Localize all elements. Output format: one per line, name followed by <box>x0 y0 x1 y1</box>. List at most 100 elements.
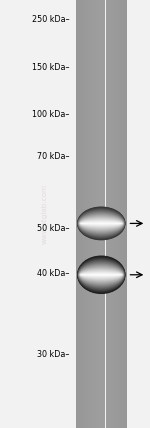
Ellipse shape <box>77 257 125 293</box>
Bar <box>116 0 117 428</box>
Ellipse shape <box>77 208 125 239</box>
Bar <box>97 0 98 428</box>
Ellipse shape <box>78 211 124 235</box>
Bar <box>103 0 104 428</box>
Ellipse shape <box>78 214 124 233</box>
Bar <box>102 0 103 428</box>
Bar <box>88 0 89 428</box>
Bar <box>107 0 108 428</box>
Bar <box>121 0 122 428</box>
Bar <box>78 0 79 428</box>
Bar <box>86 0 87 428</box>
Bar <box>110 0 111 428</box>
Ellipse shape <box>79 265 124 285</box>
Bar <box>123 0 124 428</box>
Bar <box>108 0 109 428</box>
Ellipse shape <box>79 216 123 231</box>
Ellipse shape <box>79 265 124 284</box>
Ellipse shape <box>80 270 123 279</box>
Ellipse shape <box>81 223 122 224</box>
Ellipse shape <box>79 268 123 282</box>
Ellipse shape <box>78 258 125 291</box>
Ellipse shape <box>80 273 122 277</box>
Ellipse shape <box>80 272 122 277</box>
Ellipse shape <box>79 265 124 285</box>
Bar <box>105 0 106 428</box>
Bar <box>89 0 90 428</box>
Ellipse shape <box>78 209 125 238</box>
Bar <box>125 0 126 428</box>
Ellipse shape <box>80 220 123 227</box>
Ellipse shape <box>80 219 123 228</box>
Ellipse shape <box>80 274 122 276</box>
Text: 70 kDa–: 70 kDa– <box>37 152 70 161</box>
Bar <box>98 0 99 428</box>
Text: 30 kDa–: 30 kDa– <box>37 350 70 359</box>
Ellipse shape <box>79 214 124 232</box>
Bar <box>79 0 80 428</box>
Ellipse shape <box>78 211 125 236</box>
Bar <box>83 0 84 428</box>
Bar <box>109 0 110 428</box>
Text: 250 kDa–: 250 kDa– <box>32 15 70 24</box>
Text: 150 kDa–: 150 kDa– <box>32 63 70 72</box>
Ellipse shape <box>81 274 122 275</box>
Bar <box>115 0 116 428</box>
Ellipse shape <box>78 261 124 288</box>
Bar <box>101 0 102 428</box>
Ellipse shape <box>80 271 123 278</box>
Ellipse shape <box>77 206 125 241</box>
Ellipse shape <box>80 221 122 226</box>
Ellipse shape <box>80 273 122 276</box>
Bar <box>117 0 118 428</box>
Ellipse shape <box>80 220 123 227</box>
Ellipse shape <box>79 217 123 230</box>
Ellipse shape <box>77 258 125 292</box>
Bar <box>113 0 114 428</box>
Ellipse shape <box>79 267 123 283</box>
Bar <box>91 0 92 428</box>
Ellipse shape <box>77 256 125 293</box>
Bar <box>126 0 127 428</box>
Ellipse shape <box>80 269 123 281</box>
Ellipse shape <box>79 215 124 232</box>
Bar <box>90 0 91 428</box>
Ellipse shape <box>78 210 125 237</box>
Bar <box>82 0 83 428</box>
Ellipse shape <box>78 260 124 289</box>
Bar <box>124 0 125 428</box>
Ellipse shape <box>78 213 124 234</box>
Bar <box>84 0 85 428</box>
Text: 100 kDa–: 100 kDa– <box>32 110 70 119</box>
Ellipse shape <box>80 222 122 225</box>
Bar <box>120 0 121 428</box>
Bar <box>82 0 83 428</box>
Bar <box>114 0 115 428</box>
Text: 50 kDa–: 50 kDa– <box>37 223 70 233</box>
Ellipse shape <box>78 212 124 235</box>
Ellipse shape <box>79 215 124 232</box>
Bar <box>85 0 86 428</box>
Bar <box>118 0 119 428</box>
Ellipse shape <box>79 266 123 284</box>
Ellipse shape <box>77 208 125 239</box>
Ellipse shape <box>79 214 124 233</box>
Ellipse shape <box>80 219 123 228</box>
Ellipse shape <box>77 207 125 240</box>
Ellipse shape <box>80 271 123 279</box>
Text: www.ptglab.com: www.ptglab.com <box>42 184 48 244</box>
Bar <box>99 0 100 428</box>
Text: 40 kDa–: 40 kDa– <box>37 268 70 278</box>
Ellipse shape <box>79 264 124 285</box>
Ellipse shape <box>78 260 125 290</box>
Bar <box>111 0 112 428</box>
Ellipse shape <box>80 223 122 224</box>
Ellipse shape <box>78 211 124 236</box>
Ellipse shape <box>78 212 124 235</box>
Ellipse shape <box>78 259 125 291</box>
Ellipse shape <box>79 268 123 282</box>
Bar <box>106 0 107 428</box>
Bar <box>112 0 113 428</box>
Ellipse shape <box>79 217 123 230</box>
Bar <box>87 0 88 428</box>
